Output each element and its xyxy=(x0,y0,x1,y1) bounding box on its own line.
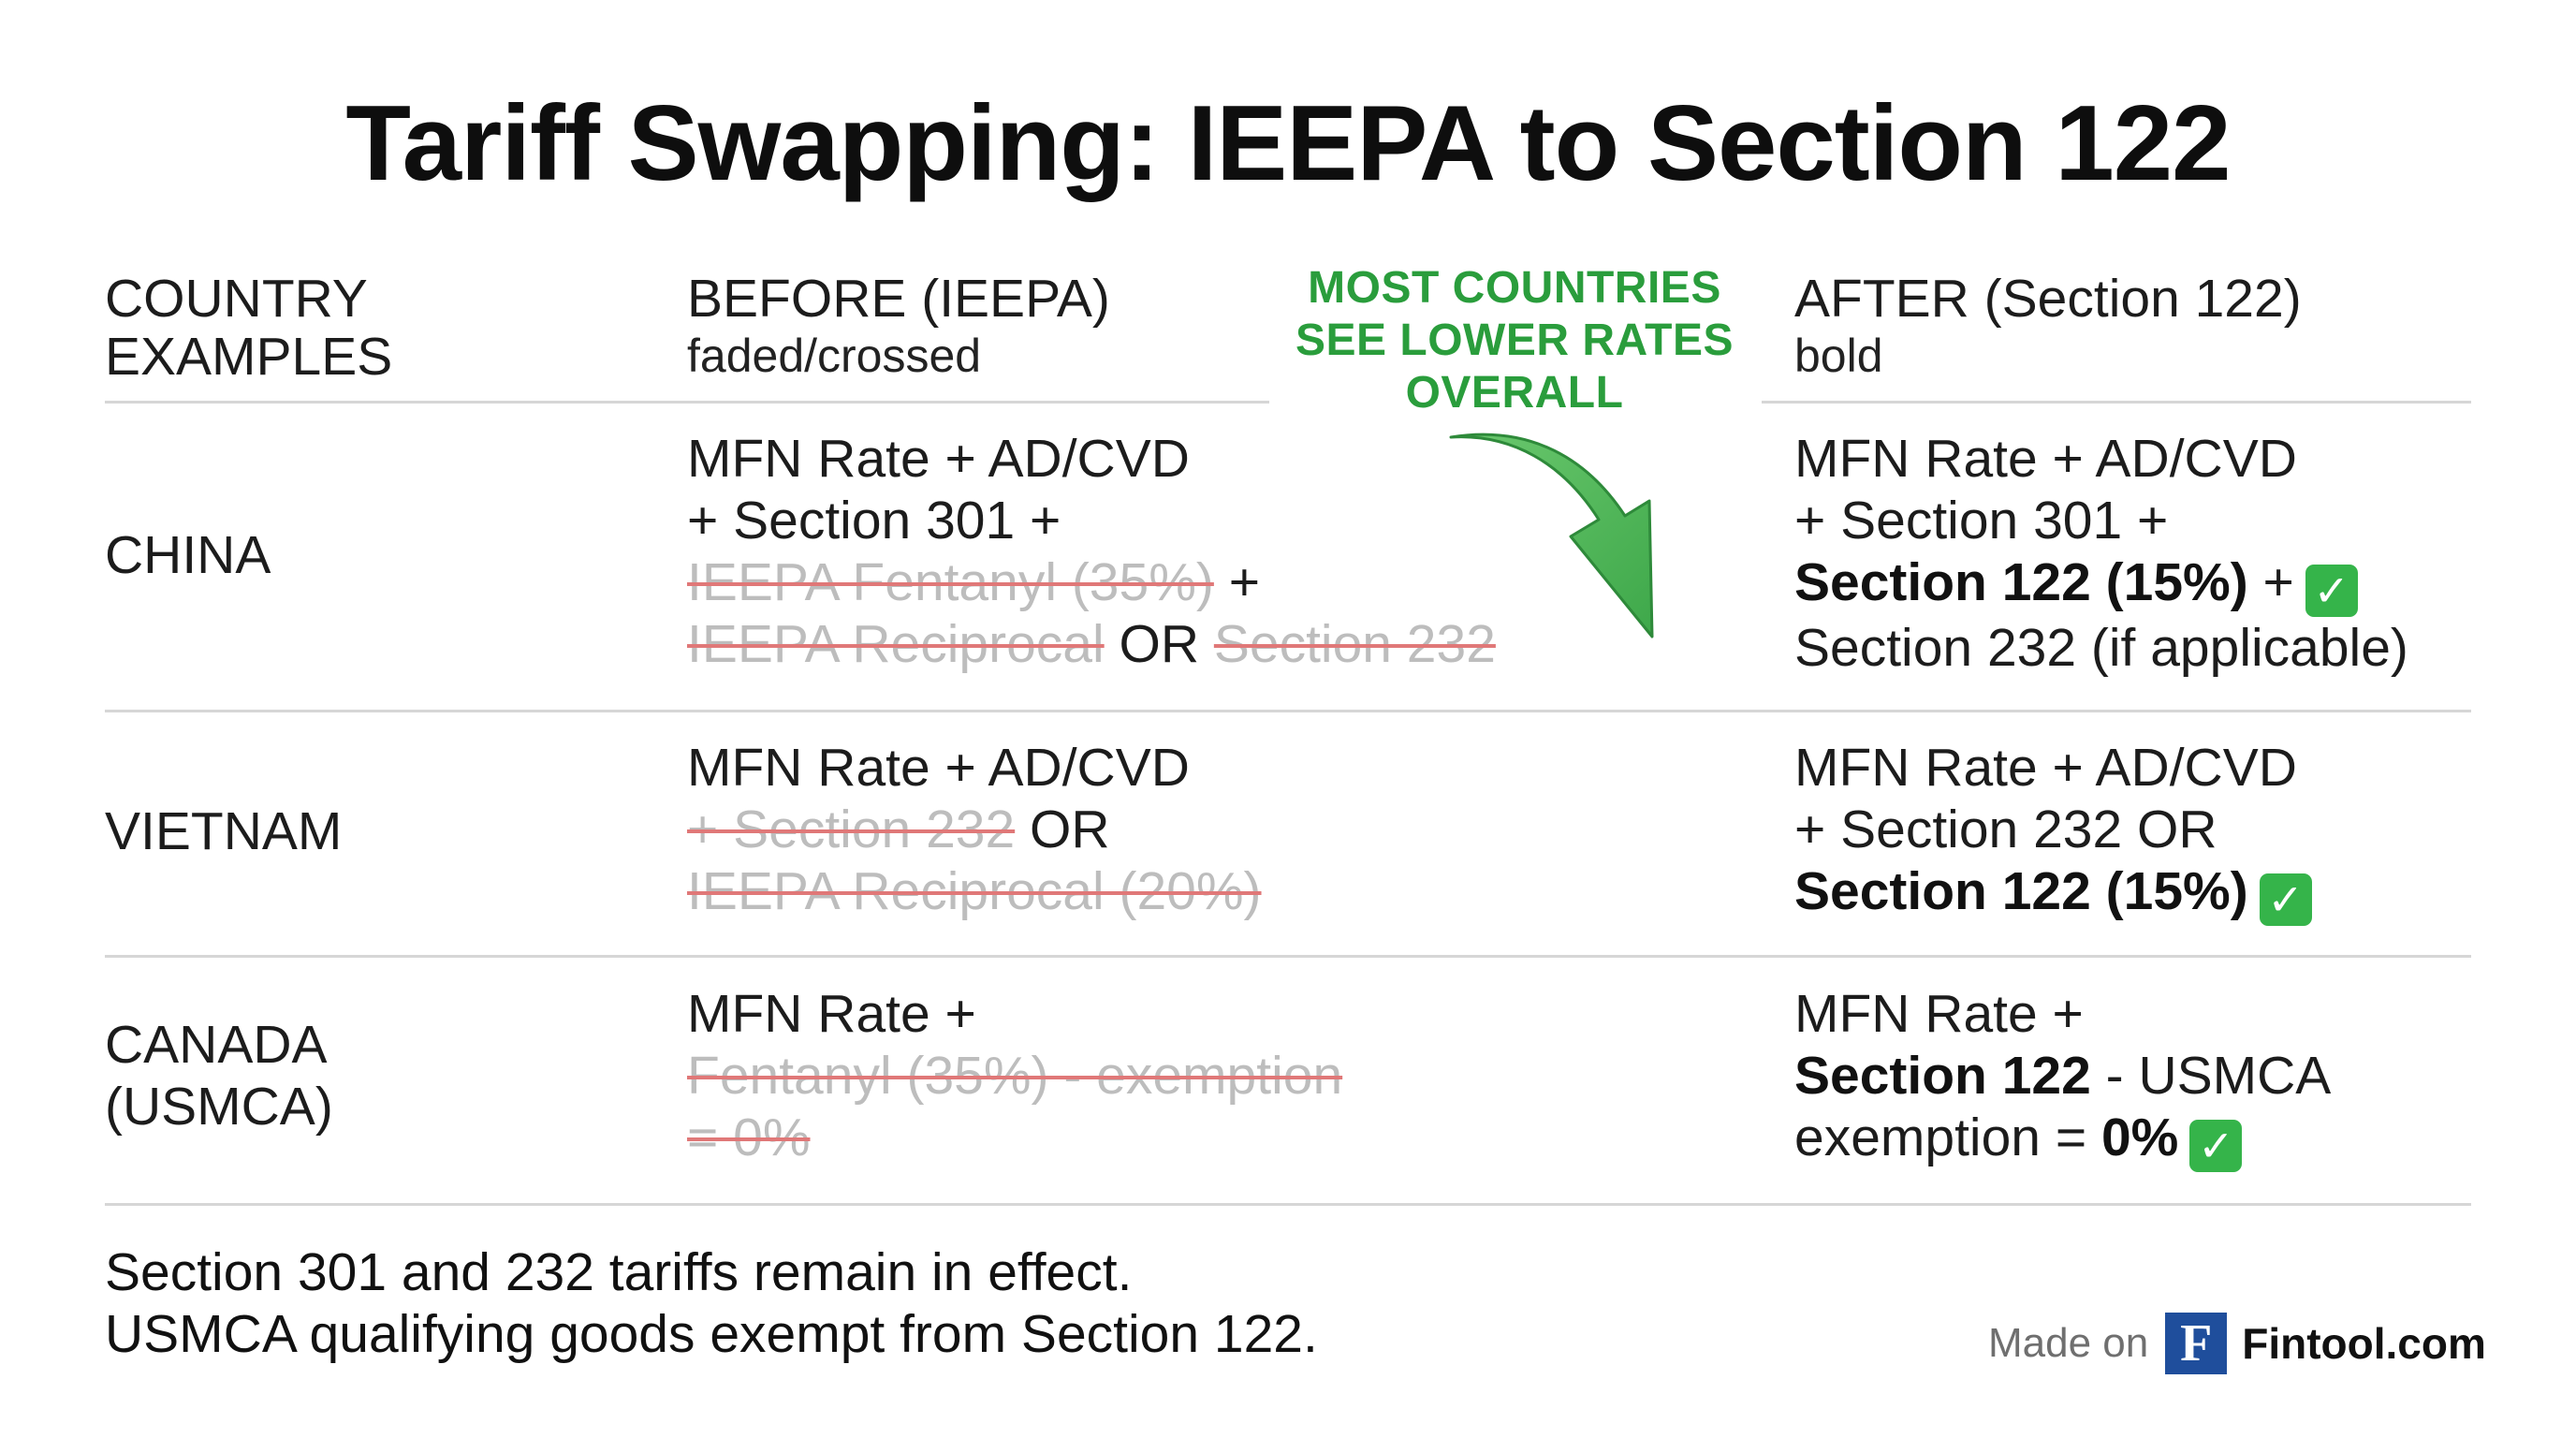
row-country-label: CHINA xyxy=(105,524,271,586)
new-tariff-text: 0% xyxy=(2100,1108,2179,1167)
struck-tariff-text: IEEPA Fentanyl (35%) xyxy=(687,552,1214,612)
credit-brand: Fintool.com xyxy=(2242,1319,2486,1368)
tariff-text: MFN Rate + AD/CVD xyxy=(687,429,1190,489)
before-tariff-line: IEEPA Fentanyl (35%) + xyxy=(687,551,1496,613)
tariff-text: MFN Rate + xyxy=(687,984,976,1044)
header-before-label: BEFORE (IEEPA) xyxy=(687,269,1110,329)
callout-line-2: SEE LOWER RATES xyxy=(1295,315,1734,365)
after-tariff-line: exemption = 0% ✓ xyxy=(1794,1107,2331,1172)
country-label-line: VIETNAM xyxy=(105,801,343,861)
page-title: Tariff Swapping: IEEPA to Section 122 xyxy=(345,84,2231,203)
tariff-text: Section 232 (if applicable) xyxy=(1794,618,2408,678)
after-tariff-line: Section 122 (15%) ✓ xyxy=(1794,860,2312,926)
country-label-line: CHINA xyxy=(105,525,271,585)
footnote-line-1: Section 301 and 232 tariffs remain in ef… xyxy=(105,1242,1133,1302)
before-tariff-cell: MFN Rate + AD/CVD + Section 232 OR IEEPA R… xyxy=(687,737,1262,922)
struck-tariff-text: IEEPA Reciprocal xyxy=(687,614,1105,674)
new-tariff-text: Section 122 xyxy=(1794,1046,2091,1106)
before-tariff-line: MFN Rate + xyxy=(687,983,1342,1045)
callout-line-3: OVERALL xyxy=(1405,368,1624,418)
struck-tariff-text: Section 232 xyxy=(1213,614,1496,674)
tariff-text: - USMCA xyxy=(2090,1046,2332,1106)
header-rule-right xyxy=(1762,401,2471,404)
check-mark-icon: ✓ xyxy=(2305,565,2358,617)
after-tariff-cell: MFN Rate + AD/CVD + Section 232 OR Section… xyxy=(1794,737,2312,926)
tariff-text: MFN Rate + xyxy=(1794,984,2084,1044)
before-tariff-cell: MFN Rate + Fentanyl (35%) - exemption = 0% xyxy=(687,983,1342,1168)
country-label-line: CANADA xyxy=(105,1015,328,1075)
row-country-label: CANADA (USMCA) xyxy=(105,1014,333,1137)
after-tariff-line: + Section 301 + xyxy=(1794,490,2408,551)
after-tariff-cell: MFN Rate + Section 122 - USMCA exemption =… xyxy=(1794,983,2331,1172)
after-tariff-line: MFN Rate + xyxy=(1794,983,2331,1045)
before-tariff-line: MFN Rate + AD/CVD xyxy=(687,737,1262,799)
check-mark-icon: ✓ xyxy=(2189,1120,2243,1172)
after-tariff-line: MFN Rate + AD/CVD xyxy=(1794,737,2312,799)
fintool-logo-icon: F xyxy=(2165,1313,2228,1374)
struck-tariff-text: + Section 232 xyxy=(687,800,1016,859)
tariff-text: OR xyxy=(1104,614,1214,674)
tariff-text: MFN Rate + AD/CVD xyxy=(687,738,1190,798)
struck-tariff-text: = 0% xyxy=(687,1108,811,1167)
credit-prefix: Made on xyxy=(1988,1320,2149,1366)
after-tariff-line: Section 232 (if applicable) xyxy=(1794,617,2408,679)
header-before-sub: faded/crossed xyxy=(687,330,982,382)
after-tariff-cell: MFN Rate + AD/CVD + Section 301 + Section … xyxy=(1794,428,2408,679)
footnote-line-2: USMCA qualifying goods exempt from Secti… xyxy=(105,1304,1318,1364)
row-divider-1 xyxy=(105,710,2471,712)
tariff-text: + Section 301 + xyxy=(1794,491,2169,550)
header-rule-left xyxy=(105,401,1269,404)
after-tariff-line: MFN Rate + AD/CVD xyxy=(1794,428,2408,490)
header-after-sub: bold xyxy=(1794,330,1883,382)
after-tariff-line: Section 122 - USMCA xyxy=(1794,1045,2331,1107)
new-tariff-text: Section 122 (15%) xyxy=(1794,861,2248,921)
footnote: Section 301 and 232 tariffs remain in ef… xyxy=(105,1241,1318,1365)
header-after: AFTER (Section 122) bold xyxy=(1794,270,2302,384)
header-country: COUNTRY EXAMPLES xyxy=(105,270,392,386)
row-divider-3 xyxy=(105,1203,2471,1206)
after-tariff-line: Section 122 (15%) + ✓ xyxy=(1794,551,2408,617)
header-country-line-1: COUNTRY xyxy=(105,269,368,329)
country-label-line: (USMCA) xyxy=(105,1077,333,1137)
after-tariff-line: + Section 232 OR xyxy=(1794,799,2312,860)
tariff-text: + xyxy=(2247,552,2294,612)
before-tariff-line: MFN Rate + AD/CVD xyxy=(687,428,1496,490)
tariff-text: exemption = xyxy=(1794,1108,2101,1167)
callout-line-1: MOST COUNTRIES xyxy=(1308,263,1721,313)
before-tariff-line: = 0% xyxy=(687,1107,1342,1168)
header-after-label: AFTER (Section 122) xyxy=(1794,269,2302,329)
before-tariff-line: + Section 301 + xyxy=(687,490,1496,551)
header-before: BEFORE (IEEPA) faded/crossed xyxy=(687,270,1110,384)
check-mark-icon: ✓ xyxy=(2259,873,2312,926)
tariff-text: MFN Rate + AD/CVD xyxy=(1794,429,2297,489)
before-tariff-cell: MFN Rate + AD/CVD + Section 301 + IEEPA Fe… xyxy=(687,428,1496,675)
tariff-text: + Section 301 + xyxy=(687,491,1061,550)
before-tariff-line: IEEPA Reciprocal OR Section 232 xyxy=(687,613,1496,675)
new-tariff-text: Section 122 (15%) xyxy=(1794,552,2248,612)
tariff-text: MFN Rate + AD/CVD xyxy=(1794,738,2297,798)
before-tariff-line: + Section 232 OR xyxy=(687,799,1262,860)
header-country-line-2: EXAMPLES xyxy=(105,327,393,387)
tariff-text: OR xyxy=(1015,800,1110,859)
before-tariff-line: Fentanyl (35%) - exemption xyxy=(687,1045,1342,1107)
tariff-text: + xyxy=(1213,552,1260,612)
row-country-label: VIETNAM xyxy=(105,800,342,862)
made-on-credit: Made on F Fintool.com xyxy=(1988,1311,2486,1376)
struck-tariff-text: Fentanyl (35%) - exemption xyxy=(687,1046,1343,1106)
callout-lower-rates: MOST COUNTRIES SEE LOWER RATES OVERALL xyxy=(1292,262,1737,419)
tariff-text: + Section 232 OR xyxy=(1794,800,2217,859)
row-divider-2 xyxy=(105,955,2471,958)
curved-arrow-icon xyxy=(1449,433,1654,638)
before-tariff-line: IEEPA Reciprocal (20%) xyxy=(687,860,1262,922)
struck-tariff-text: IEEPA Reciprocal (20%) xyxy=(687,861,1262,921)
